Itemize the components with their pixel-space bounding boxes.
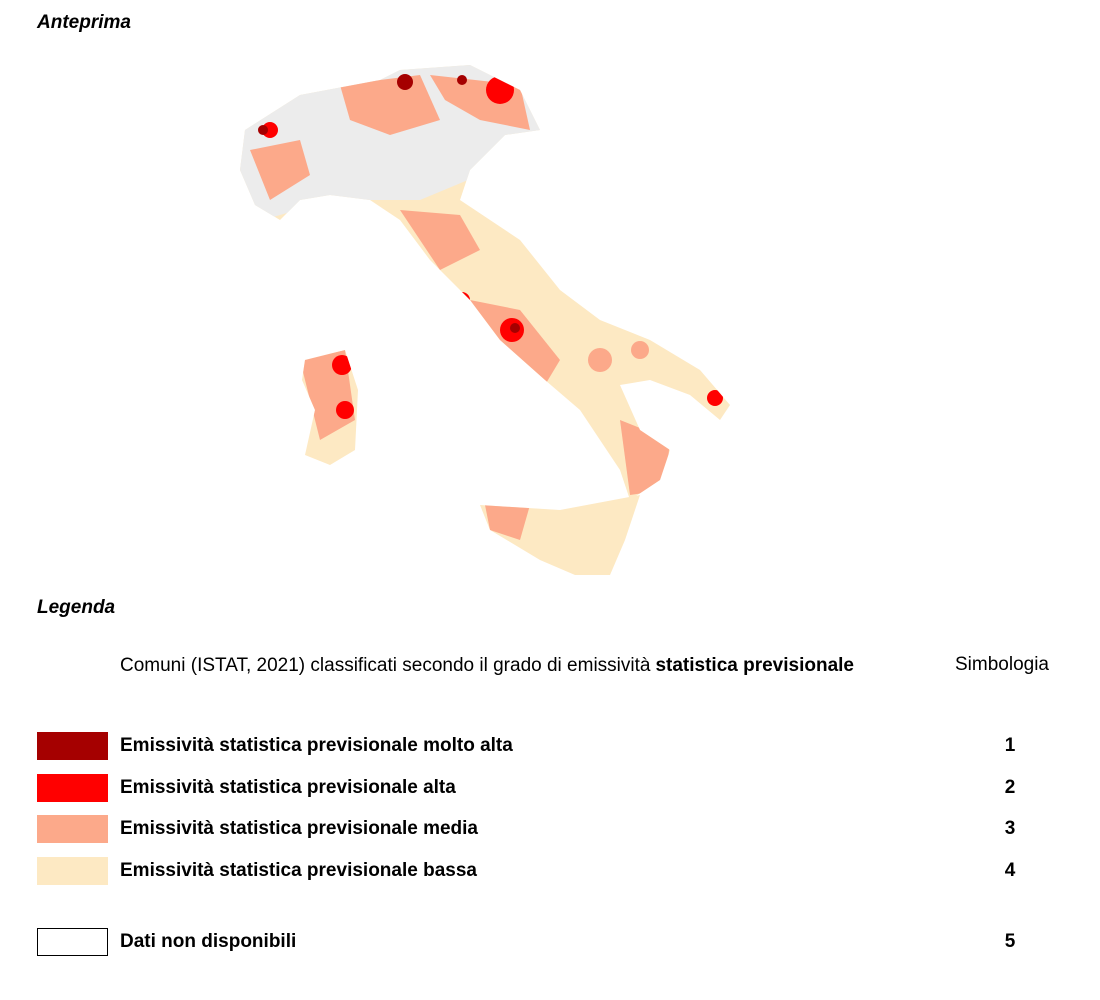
region-high [486, 76, 514, 104]
region-high [454, 292, 470, 308]
map-regions [240, 65, 730, 575]
legend-title: Legenda [37, 597, 116, 618]
preview-title: Anteprima [37, 12, 131, 33]
region-high [332, 355, 352, 375]
legend-label: Emissività statistica previsionale alta [120, 777, 456, 798]
legend-label: Emissività statistica previsionale media [120, 818, 479, 839]
legend-swatch [37, 774, 108, 802]
legend-swatch [37, 857, 108, 885]
legend-swatch [37, 732, 108, 760]
region-very-high [457, 75, 467, 85]
legend-row: Emissività statistica previsionale alta 2 [0, 774, 1100, 804]
region-medium [588, 348, 612, 372]
region-medium [631, 341, 649, 359]
legend-label: Dati non disponibili [120, 931, 297, 952]
legend-row: Emissività statistica previsionale molto… [0, 732, 1100, 762]
legend-symbol: 1 [1004, 735, 1016, 756]
description-text: Comuni (ISTAT, 2021) classificati second… [120, 655, 651, 676]
region-medium [470, 300, 560, 385]
legend-symbol: 4 [1004, 860, 1016, 881]
legend-row: Emissività statistica previsionale media… [0, 815, 1100, 845]
legend-label: Emissività statistica previsionale molto… [120, 735, 513, 756]
region-medium [340, 75, 440, 135]
legend-symbol: 3 [1004, 818, 1016, 839]
symbol-header: Simbologia [955, 654, 1049, 675]
legend-symbol: 2 [1004, 777, 1016, 798]
region-medium [250, 140, 310, 200]
legend-symbol: 5 [1004, 931, 1016, 952]
region-high [336, 401, 354, 419]
region-very-high [397, 74, 413, 90]
legend-row: Emissività statistica previsionale bassa… [0, 857, 1100, 887]
legend-description: Comuni (ISTAT, 2021) classificati second… [120, 654, 900, 678]
legend-swatch [37, 815, 108, 843]
description-bold: statistica previsionale [655, 655, 854, 676]
legend-swatch [37, 928, 108, 956]
legend-row: Dati non disponibili 5 [0, 928, 1100, 958]
legend-label: Emissività statistica previsionale bassa [120, 860, 477, 881]
map [240, 65, 730, 575]
region-medium [485, 505, 530, 540]
region-medium [400, 210, 480, 270]
region-very-high [258, 125, 268, 135]
region-very-high [510, 323, 520, 333]
region-high [707, 390, 723, 406]
